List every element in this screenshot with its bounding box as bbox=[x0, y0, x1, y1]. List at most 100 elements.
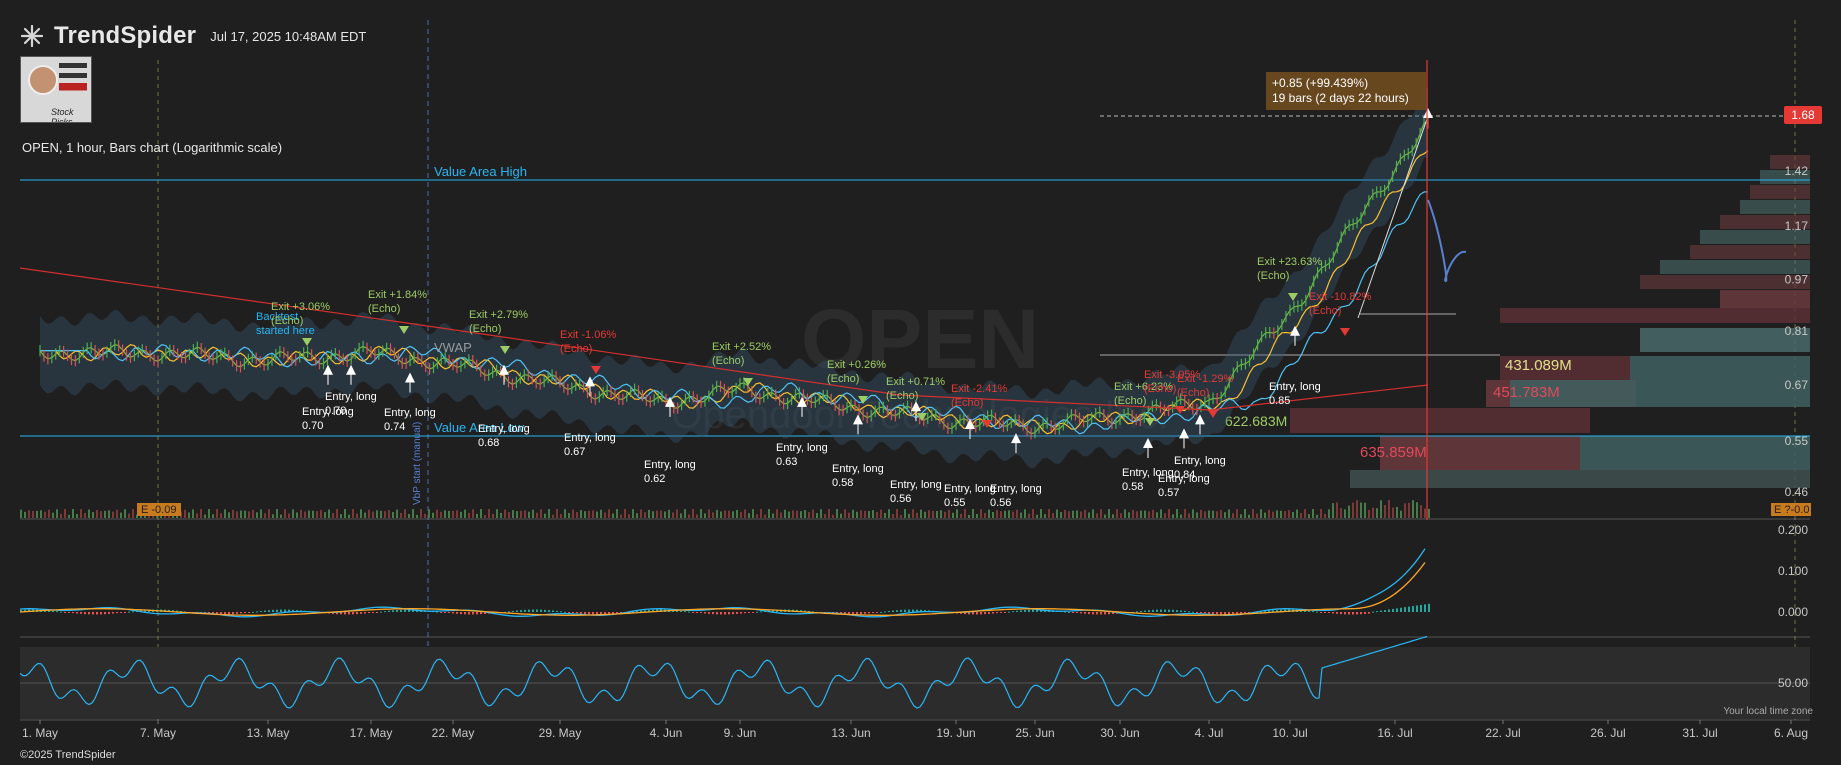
volume-bar bbox=[1180, 514, 1182, 518]
volume-bar bbox=[548, 509, 550, 518]
entry-label: Entry, long bbox=[776, 442, 828, 454]
volume-bar bbox=[756, 514, 758, 518]
volume-bar bbox=[792, 510, 794, 518]
volume-bar bbox=[748, 513, 750, 518]
volume-bar bbox=[552, 514, 554, 518]
volume-bar bbox=[1264, 512, 1266, 518]
macd-bar bbox=[988, 612, 990, 614]
thumbnail-text bbox=[59, 63, 87, 113]
volume-profile-bar bbox=[1660, 260, 1810, 274]
volume-bar bbox=[248, 511, 250, 518]
exit-echo: (Echo) bbox=[1177, 387, 1209, 399]
volume-bar bbox=[752, 509, 754, 518]
exit-label: Exit +2.52% bbox=[712, 341, 771, 353]
entry-price: 0.57 bbox=[1158, 487, 1179, 499]
author-avatar bbox=[28, 65, 58, 95]
volume-bar bbox=[508, 511, 510, 518]
macd-bar bbox=[708, 612, 710, 614]
volume-bar bbox=[304, 511, 306, 518]
volume-profile-bar bbox=[1640, 275, 1810, 289]
volume-bar bbox=[24, 511, 26, 518]
volume-bar bbox=[736, 509, 738, 518]
macd-bar bbox=[292, 609, 294, 612]
macd-bar bbox=[216, 612, 218, 615]
entry-price: 0.70 bbox=[325, 405, 346, 417]
entry-arrow bbox=[323, 364, 333, 375]
macd-bar bbox=[180, 610, 182, 612]
macd-bar bbox=[1076, 612, 1078, 613]
entry-arrow bbox=[1195, 414, 1205, 425]
volume-bar bbox=[636, 513, 638, 518]
volume-bar bbox=[692, 509, 694, 518]
y-tick-label: 0.81 bbox=[1785, 324, 1809, 338]
volume-bar bbox=[1360, 502, 1362, 518]
macd-bar bbox=[728, 612, 730, 615]
volume-bar bbox=[1088, 512, 1090, 518]
entry-price: 0.62 bbox=[644, 473, 665, 485]
macd-bar bbox=[692, 612, 694, 613]
x-tick-label: 25. Jun bbox=[1015, 726, 1054, 740]
volume-bar bbox=[396, 509, 398, 518]
volume-bar bbox=[544, 513, 546, 518]
macd-bar bbox=[80, 612, 82, 614]
macd-bar bbox=[976, 612, 978, 615]
macd-bar bbox=[804, 610, 806, 612]
macd-bar bbox=[1012, 611, 1014, 613]
macd-bar bbox=[272, 609, 274, 612]
macd-bar bbox=[392, 610, 394, 612]
volume-profile-bar bbox=[1700, 230, 1810, 244]
volume-bar bbox=[1236, 509, 1238, 518]
macd-bar bbox=[568, 612, 570, 613]
entry-price: 0.56 bbox=[890, 493, 911, 505]
last-price-tag bbox=[1784, 106, 1822, 124]
macd-bar bbox=[452, 612, 454, 614]
exit-echo: (Echo) bbox=[1309, 305, 1341, 317]
volume-bar bbox=[492, 513, 494, 518]
volume-bar bbox=[1168, 509, 1170, 518]
volume-profile-bar bbox=[1740, 200, 1810, 214]
volume-profile-bar bbox=[1640, 328, 1810, 352]
measure-arrow bbox=[1423, 108, 1433, 118]
exit-arrow bbox=[399, 326, 409, 334]
macd-bar bbox=[900, 609, 902, 612]
volume-bar bbox=[1016, 509, 1018, 518]
entry-label: Entry, long bbox=[564, 432, 616, 444]
volume-bar bbox=[928, 510, 930, 518]
volume-bar bbox=[1280, 510, 1282, 518]
volume-bar bbox=[760, 509, 762, 518]
entry-arrow bbox=[585, 376, 595, 387]
volume-bar bbox=[364, 512, 366, 518]
volume-bar bbox=[652, 511, 654, 518]
macd-bar bbox=[1064, 611, 1066, 613]
entry-label: Entry, long bbox=[832, 463, 884, 475]
macd-bar bbox=[1276, 609, 1278, 612]
volume-bar bbox=[64, 509, 66, 518]
volume-bar bbox=[1060, 512, 1062, 518]
x-tick-label: 7. May bbox=[140, 726, 176, 740]
volume-bar bbox=[1252, 509, 1254, 518]
volume-bar bbox=[900, 514, 902, 518]
volume-bar bbox=[620, 514, 622, 518]
macd-bar bbox=[20, 609, 22, 612]
macd-bar bbox=[1380, 610, 1382, 612]
value-area-low-label: Value Area Low bbox=[434, 420, 525, 435]
volume-bar bbox=[420, 509, 422, 518]
chart-subtitle: OPEN, 1 hour, Bars chart (Logarithmic sc… bbox=[22, 140, 283, 155]
volume-bar bbox=[268, 509, 270, 518]
volume-bar bbox=[1144, 510, 1146, 518]
macd-bar bbox=[1236, 612, 1238, 615]
volume-bar bbox=[804, 510, 806, 518]
volume-bar bbox=[560, 514, 562, 518]
macd-bar bbox=[1136, 611, 1138, 613]
volume-bar bbox=[584, 511, 586, 518]
exit-label: Exit -1.29% bbox=[1177, 373, 1233, 385]
y-tick-label: 1.42 bbox=[1785, 164, 1809, 178]
entry-price: 0.70 bbox=[302, 420, 323, 432]
volume-bar bbox=[496, 509, 498, 518]
volume-bar bbox=[300, 509, 302, 518]
volume-bar bbox=[360, 509, 362, 518]
x-tick-label: 13. Jun bbox=[831, 726, 870, 740]
volume-bar bbox=[404, 509, 406, 518]
x-tick-label: 1. May bbox=[22, 726, 58, 740]
